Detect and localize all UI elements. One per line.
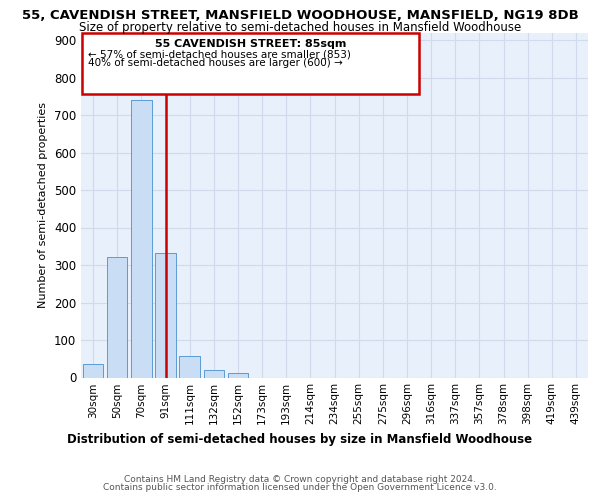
Text: Contains public sector information licensed under the Open Government Licence v3: Contains public sector information licen… [103, 483, 497, 492]
Text: ← 57% of semi-detached houses are smaller (853): ← 57% of semi-detached houses are smalle… [88, 49, 351, 59]
Y-axis label: Number of semi-detached properties: Number of semi-detached properties [38, 102, 49, 308]
Bar [155, 252, 176, 378]
Bar [107, 257, 127, 378]
Text: 55 CAVENDISH STREET: 85sqm: 55 CAVENDISH STREET: 85sqm [155, 38, 346, 48]
Text: 40% of semi-detached houses are larger (600) →: 40% of semi-detached houses are larger (… [88, 58, 343, 68]
Bar [227, 373, 248, 378]
Text: Distribution of semi-detached houses by size in Mansfield Woodhouse: Distribution of semi-detached houses by … [67, 432, 533, 446]
Text: 55, CAVENDISH STREET, MANSFIELD WOODHOUSE, MANSFIELD, NG19 8DB: 55, CAVENDISH STREET, MANSFIELD WOODHOUS… [22, 9, 578, 22]
Bar [179, 356, 200, 378]
FancyBboxPatch shape [82, 34, 419, 94]
Text: Contains HM Land Registry data © Crown copyright and database right 2024.: Contains HM Land Registry data © Crown c… [124, 474, 476, 484]
Bar [131, 100, 152, 377]
Text: Size of property relative to semi-detached houses in Mansfield Woodhouse: Size of property relative to semi-detach… [79, 21, 521, 34]
Bar [83, 364, 103, 378]
Bar [203, 370, 224, 378]
